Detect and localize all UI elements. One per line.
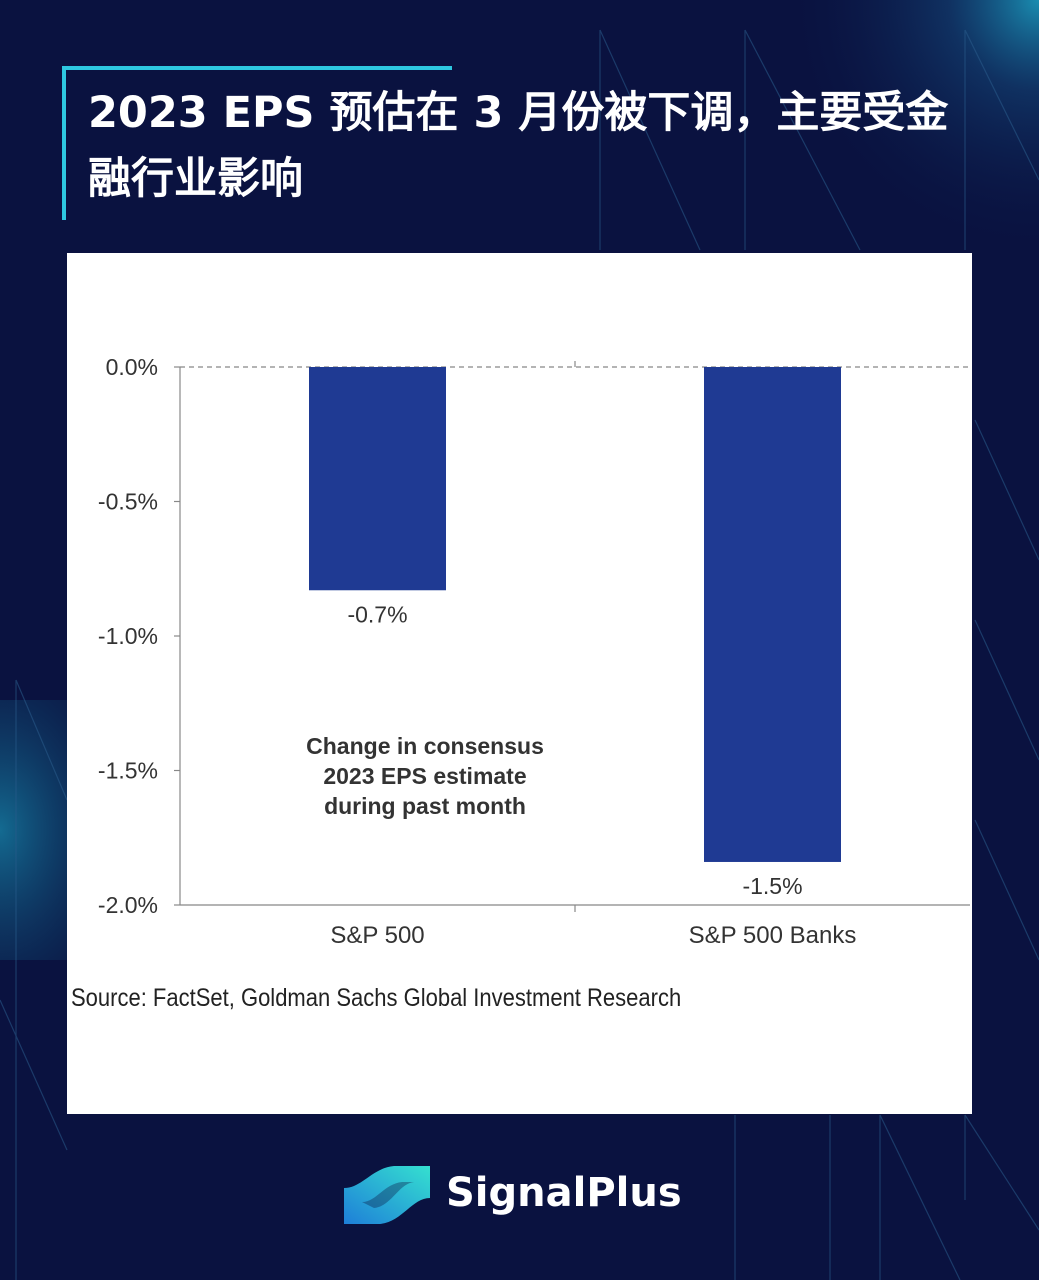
signalplus-logo-icon: [344, 1166, 430, 1224]
y-tick-label: 0.0%: [106, 354, 158, 380]
data-label: -1.5%: [742, 873, 802, 899]
y-tick-label: -1.5%: [98, 758, 158, 784]
title-frame: [62, 66, 452, 220]
bar-chart: 0.0% -0.5% -1.0% -1.5% -2.0% -0.7% S&P 500 -1.5…: [98, 354, 970, 949]
data-label: -0.7%: [347, 601, 407, 627]
bar-1: [309, 367, 446, 591]
chart-annotation-line: Change in consensus: [306, 733, 544, 759]
source-note: Source: FactSet, Goldman Sachs Global In…: [71, 984, 682, 1012]
y-tick-label: -0.5%: [98, 489, 158, 515]
bar-2: [704, 367, 841, 862]
y-tick-label: -1.0%: [98, 623, 158, 649]
brand-name: SignalPlus: [446, 1170, 682, 1216]
x-tick-label: S&P 500: [330, 922, 424, 949]
y-tick-label: -2.0%: [98, 892, 158, 918]
chart-annotation-line: during past month: [324, 793, 526, 819]
chart-panel: 0.0% -0.5% -1.0% -1.5% -2.0% -0.7% S&P 500 -1.5…: [67, 253, 972, 1114]
page-title: 2023 EPS 预估在 3 月份被下调，主要受金融行业影响: [88, 88, 949, 204]
x-tick-label: S&P 500 Banks: [689, 922, 857, 949]
chart-annotation-line: 2023 EPS estimate: [323, 763, 526, 789]
